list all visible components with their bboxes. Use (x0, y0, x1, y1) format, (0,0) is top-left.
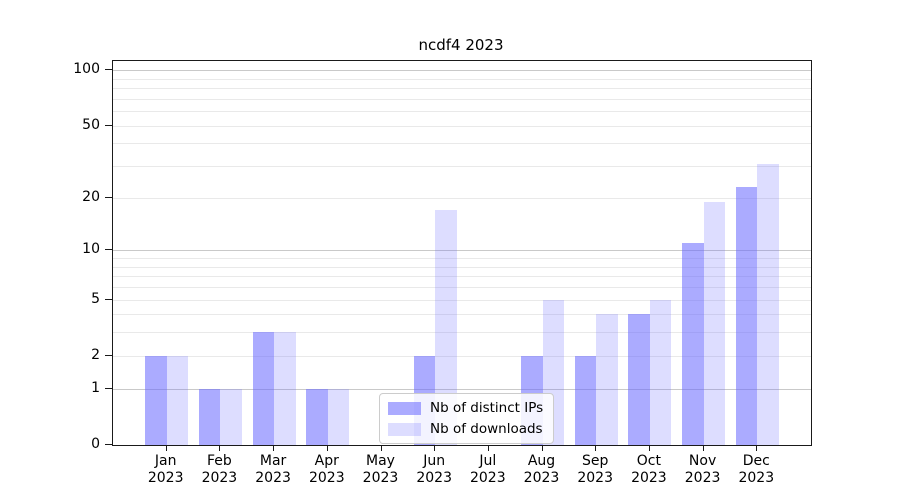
y-axis-tick-label: 5 (91, 290, 100, 307)
x-axis-tick-label: Feb 2023 (201, 453, 238, 486)
minor-gridline (113, 78, 811, 80)
bar-downloads (220, 388, 242, 445)
minor-gridline (113, 197, 811, 199)
legend-entry-downloads: Nb of downloads (388, 421, 543, 437)
bar-downloads (166, 355, 189, 445)
x-axis-tick-label: Jul 2023 (469, 453, 506, 486)
major-gridline (113, 250, 811, 252)
y-axis-tick-mark (105, 196, 112, 198)
x-axis-tick-label: Jun 2023 (416, 453, 452, 486)
x-axis-tick-label: Nov 2023 (684, 453, 721, 486)
bar-distinct-ips (252, 332, 275, 445)
bar-downloads (274, 332, 296, 445)
y-axis-tick-mark (105, 387, 112, 389)
minor-gridline (113, 88, 811, 89)
legend-swatch-downloads (388, 422, 421, 436)
bar-distinct-ips (735, 186, 758, 445)
x-axis-tick-label: Dec 2023 (738, 453, 775, 486)
x-axis-tick-mark (165, 445, 167, 451)
minor-gridline (113, 314, 811, 316)
plot-area: Nb of distinct IPs Nb of downloads (112, 60, 812, 446)
x-axis-tick-label: May 2023 (362, 453, 399, 486)
minor-gridline (113, 286, 811, 288)
y-axis-tick-label: 50 (82, 116, 100, 133)
minor-gridline (113, 299, 811, 301)
x-axis-tick-mark (595, 445, 597, 451)
minor-gridline (113, 355, 811, 357)
minor-gridline (113, 332, 811, 334)
legend-label-distinct-ips: Nb of distinct IPs (430, 400, 544, 416)
minor-gridline (113, 166, 811, 168)
x-axis-tick-mark (756, 445, 758, 451)
x-axis-tick-mark (702, 445, 704, 451)
x-axis-tick-mark (434, 445, 436, 451)
y-axis-tick-mark (105, 124, 112, 126)
y-axis-tick-mark (105, 354, 112, 356)
minor-gridline (113, 125, 811, 127)
x-axis-tick-mark (326, 445, 328, 451)
chart-title: ncdf4 2023 (418, 36, 504, 54)
y-axis-tick-label: 20 (82, 188, 100, 205)
y-axis-tick-label: 0 (91, 436, 100, 452)
legend-label-downloads: Nb of downloads (430, 421, 543, 437)
x-axis-tick-label: Apr 2023 (308, 453, 345, 486)
bar-downloads (327, 388, 350, 445)
x-axis-tick-mark (380, 445, 382, 451)
bar-distinct-ips (574, 355, 597, 445)
legend: Nb of distinct IPs Nb of downloads (379, 393, 555, 444)
x-axis-tick-label: Jan 2023 (147, 453, 184, 486)
bar-downloads (435, 210, 457, 445)
y-axis-tick-label: 1 (91, 379, 100, 396)
y-axis-tick-label: 10 (82, 241, 100, 258)
minor-gridline (113, 111, 811, 113)
x-axis-tick-mark (648, 445, 650, 451)
y-axis-tick-label: 2 (91, 346, 100, 363)
x-axis-tick-mark (487, 445, 489, 451)
major-gridline (113, 388, 811, 390)
minor-gridline (113, 98, 811, 100)
legend-entry-distinct-ips: Nb of distinct IPs (388, 400, 543, 416)
minor-gridline (113, 143, 811, 145)
x-axis-tick-label: Mar 2023 (255, 453, 291, 486)
x-axis-tick-label: Oct 2023 (631, 453, 667, 486)
x-axis-tick-label: Sep 2023 (577, 453, 613, 486)
y-axis-tick-label: 100 (73, 61, 100, 78)
legend-swatch-distinct-ips (388, 401, 421, 415)
y-axis-tick-mark (105, 69, 112, 71)
major-gridline (113, 70, 811, 72)
bar-distinct-ips (628, 314, 650, 445)
minor-gridline (113, 276, 811, 278)
bar-distinct-ips (198, 388, 221, 445)
bar-distinct-ips (306, 388, 328, 445)
bar-downloads (757, 163, 779, 445)
y-axis-tick-mark (105, 444, 112, 445)
x-axis-tick-label: Aug 2023 (523, 453, 560, 486)
y-axis-tick-mark (105, 298, 112, 300)
minor-gridline (113, 266, 811, 268)
bar-distinct-ips (145, 355, 167, 445)
x-axis-tick-mark (541, 445, 543, 451)
bar-downloads (649, 299, 672, 445)
bar-distinct-ips (682, 243, 704, 445)
x-axis-tick-mark (273, 445, 275, 451)
bar-downloads (703, 201, 726, 445)
y-axis-tick-mark (105, 249, 112, 251)
minor-gridline (113, 258, 811, 259)
bar-downloads (596, 314, 618, 445)
x-axis-tick-mark (219, 445, 221, 451)
